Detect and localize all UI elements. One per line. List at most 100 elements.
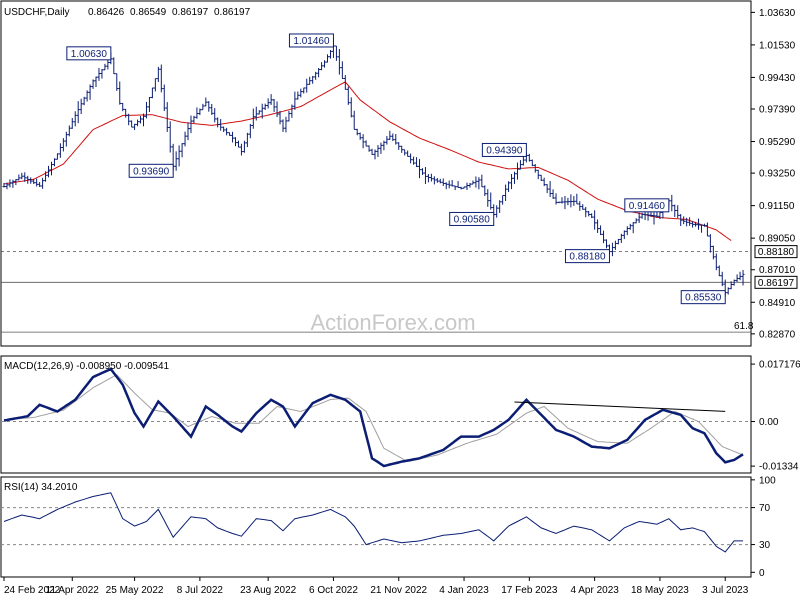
ohlc-bar bbox=[189, 115, 193, 134]
macd-label: MACD(12,26,9) -0.008950 -0.009541 bbox=[4, 361, 170, 372]
ohlc-bar bbox=[284, 116, 288, 133]
price-y-axis: 1.03630 1.01530 0.99430 0.97390 0.95290 0.932… bbox=[751, 8, 798, 340]
ohlc-bar bbox=[245, 132, 249, 148]
ohlc-bar bbox=[432, 176, 436, 185]
ohlc-bar bbox=[207, 101, 211, 112]
ohlc-bar bbox=[406, 150, 410, 157]
ohlc-bar bbox=[376, 145, 380, 158]
ohlc-bar bbox=[539, 174, 543, 182]
rsi-tick-label: 30 bbox=[759, 540, 771, 551]
ohlc-bar bbox=[670, 194, 674, 212]
ohlc-bar bbox=[435, 177, 439, 183]
ohlc-bar bbox=[88, 84, 92, 100]
ohlc-bar bbox=[115, 73, 119, 91]
ohlc-bar bbox=[76, 101, 80, 124]
ohlc-bar bbox=[507, 181, 511, 192]
ohlc-bar bbox=[222, 126, 226, 133]
ohlc-open: 0.86426 bbox=[88, 7, 125, 18]
ohlc-bar bbox=[622, 230, 626, 240]
ohlc-bar bbox=[610, 242, 614, 257]
ohlc-bar bbox=[82, 96, 86, 106]
rsi-panel-frame bbox=[0, 476, 752, 578]
ohlc-bar bbox=[159, 64, 163, 93]
ohlc-bar bbox=[26, 175, 30, 184]
ohlc-bar bbox=[242, 140, 246, 153]
x-tick-label: 4 Jan 2023 bbox=[439, 585, 489, 596]
annotation-text: 1.01460 bbox=[293, 36, 330, 47]
ohlc-bar bbox=[305, 78, 309, 93]
ohlc-bar bbox=[70, 117, 74, 129]
ohlc-bar bbox=[498, 200, 502, 213]
rsi-tick-label: 0 bbox=[759, 568, 765, 579]
annotation-box bbox=[288, 33, 334, 48]
ohlc-bar bbox=[35, 178, 39, 187]
ohlc-bar bbox=[426, 174, 430, 183]
price-tick-label: 0.97390 bbox=[759, 105, 796, 116]
ohlc-bar bbox=[688, 217, 692, 226]
ohlc-bar bbox=[527, 153, 531, 162]
price-bars bbox=[2, 38, 745, 297]
ohlc-bar bbox=[738, 271, 742, 281]
ohlc-bar bbox=[296, 91, 300, 100]
ohlc-bar bbox=[165, 102, 169, 132]
ohlc-bar bbox=[311, 75, 315, 84]
x-tick-label: 23 Aug 2022 bbox=[240, 585, 297, 596]
ohlc-bar bbox=[186, 122, 190, 141]
axis-marker-0.86197: 0.86197 bbox=[754, 275, 798, 289]
ohlc-high: 0.86549 bbox=[130, 7, 167, 18]
ohlc-bar bbox=[602, 230, 606, 244]
ohlc-bar bbox=[367, 145, 371, 152]
ohlc-bar bbox=[634, 218, 638, 224]
ohlc-bar bbox=[204, 97, 208, 107]
price-annotations: 1.00630 0.93690 1.01460 0.90580 0.94390 0.881… bbox=[66, 33, 726, 305]
rsi-y-axis: 100 70 30 0 bbox=[751, 475, 776, 579]
price-panel-frame bbox=[0, 0, 752, 347]
annotation-box bbox=[66, 46, 112, 61]
ohlc-bar bbox=[73, 111, 77, 127]
ohlc-bar bbox=[8, 179, 12, 188]
ohlc-bar bbox=[456, 181, 460, 188]
ohlc-bar bbox=[29, 177, 33, 184]
ohlc-bar bbox=[628, 223, 632, 230]
annotation-text: 0.88180 bbox=[569, 252, 606, 263]
ohlc-bar bbox=[685, 217, 689, 227]
ohlc-bar bbox=[106, 59, 110, 70]
ohlc-bar bbox=[625, 226, 629, 236]
ohlc-bar bbox=[136, 119, 140, 127]
ohlc-bar bbox=[726, 287, 730, 295]
ohlc-bar bbox=[682, 216, 686, 225]
ohlc-bar bbox=[471, 180, 475, 185]
ohlc-bar bbox=[91, 79, 95, 89]
ohlc-bar bbox=[563, 196, 567, 210]
annotation-text: 0.94390 bbox=[486, 145, 523, 156]
ohlc-bar bbox=[705, 222, 709, 237]
ohlc-bar bbox=[180, 143, 184, 158]
price-tick-label: 0.89050 bbox=[759, 234, 796, 245]
ohlc-bar bbox=[697, 218, 701, 230]
ohlc-bar bbox=[403, 149, 407, 156]
ohlc-bar bbox=[293, 91, 297, 110]
macd-tick-label: -0.01334 bbox=[759, 462, 799, 473]
ohlc-bar bbox=[361, 134, 365, 149]
x-tick-label: 25 May 2022 bbox=[106, 585, 164, 596]
moving-average bbox=[3, 81, 732, 242]
ohlc-bar bbox=[545, 184, 549, 194]
annotation-text: 0.85530 bbox=[685, 293, 722, 304]
ohlc-bar bbox=[373, 149, 377, 160]
macd-main-line bbox=[3, 367, 744, 468]
ohlc-bar bbox=[58, 143, 62, 158]
ohlc-bar bbox=[314, 71, 318, 80]
ohlc-bar bbox=[382, 140, 386, 151]
ohlc-bar bbox=[676, 205, 680, 219]
ohlc-bar bbox=[168, 121, 172, 153]
ohlc-bar bbox=[495, 205, 499, 218]
ohlc-bar bbox=[593, 210, 597, 230]
ohlc-bar bbox=[55, 153, 59, 160]
watermark: ActionForex.com bbox=[310, 310, 475, 335]
ohlc-bar bbox=[542, 177, 546, 187]
ohlc-bar bbox=[133, 123, 137, 131]
ohlc-bar bbox=[510, 174, 514, 190]
ohlc-bar bbox=[281, 119, 285, 132]
annotation-box bbox=[564, 249, 610, 264]
